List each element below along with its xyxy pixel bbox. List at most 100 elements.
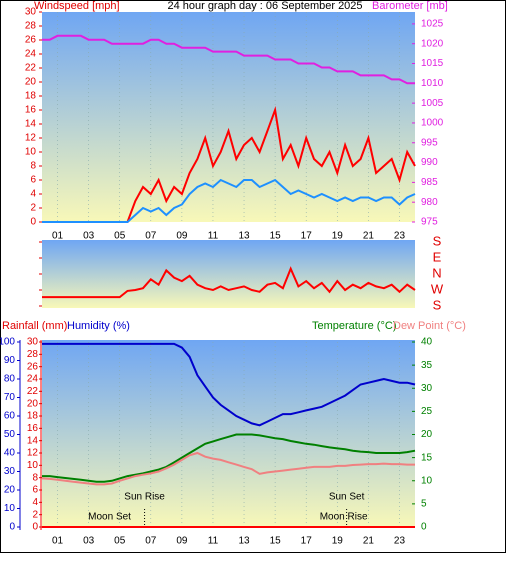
y-tick-label: 90 bbox=[4, 355, 16, 366]
x-tick-label: 15 bbox=[270, 231, 282, 242]
y-tick-label: 26 bbox=[27, 361, 39, 372]
y-tick-label: 20 bbox=[27, 398, 39, 409]
y-tick-label: 60 bbox=[4, 411, 16, 422]
y-tick-label: 1000 bbox=[421, 118, 444, 129]
y-tick-label: 0 bbox=[30, 217, 36, 228]
y-tick-label: N bbox=[432, 265, 441, 280]
y-tick-label: 70 bbox=[4, 392, 16, 403]
x-tick-label: 07 bbox=[145, 231, 157, 242]
y-tick-label: 30 bbox=[4, 466, 16, 477]
y-tick-label: 2 bbox=[30, 203, 36, 214]
y-tick-label: 975 bbox=[421, 217, 438, 228]
y-tick-label: 40 bbox=[4, 448, 16, 459]
y-tick-label: 50 bbox=[4, 429, 16, 440]
x-tick-label: 09 bbox=[176, 536, 188, 547]
y-tick-label: 24 bbox=[25, 49, 37, 60]
y-tick-label: 30 bbox=[25, 7, 37, 18]
annotation: Moon Rise bbox=[320, 512, 368, 523]
plot-area bbox=[42, 340, 415, 527]
x-tick-label: 13 bbox=[238, 536, 250, 547]
y-tick-label: 0 bbox=[421, 522, 427, 533]
x-tick-label: 01 bbox=[52, 536, 64, 547]
annotation: Sun Rise bbox=[124, 492, 165, 503]
y-tick-label: 22 bbox=[25, 63, 37, 74]
y-tick-label: 980 bbox=[421, 197, 438, 208]
y-tick-label: 22 bbox=[27, 386, 39, 397]
y-tick-label: 5 bbox=[421, 499, 427, 510]
y-tick-label: 1005 bbox=[421, 98, 444, 109]
y-tick-label: 28 bbox=[25, 21, 37, 32]
y-tick-label: 30 bbox=[27, 337, 39, 348]
y-tick-label: W bbox=[431, 281, 444, 296]
x-tick-label: 23 bbox=[394, 231, 406, 242]
y-tick-label: 100 bbox=[0, 337, 15, 348]
y-tick-label: 6 bbox=[32, 485, 38, 496]
y-tick-label: 8 bbox=[32, 472, 38, 483]
series-line bbox=[42, 342, 416, 427]
y-tick-label: 25 bbox=[421, 406, 433, 417]
x-tick-label: 19 bbox=[332, 231, 344, 242]
y-axis-title: Windspeed [mph] bbox=[34, 0, 120, 12]
annotation: Moon Set bbox=[88, 512, 131, 523]
x-tick-label: 07 bbox=[145, 536, 157, 547]
x-tick-label: 13 bbox=[238, 231, 250, 242]
x-tick-label: 23 bbox=[394, 536, 406, 547]
y-tick-label: 0 bbox=[9, 522, 15, 533]
y-tick-label: 4 bbox=[30, 189, 36, 200]
x-tick-label: 03 bbox=[83, 536, 95, 547]
y-tick-label: 20 bbox=[421, 429, 433, 440]
x-tick-label: 09 bbox=[176, 231, 188, 242]
series-line bbox=[42, 433, 416, 483]
y-tick-label: 24 bbox=[27, 374, 39, 385]
y-tick-label: S bbox=[433, 233, 442, 248]
y-tick-label: 30 bbox=[421, 383, 433, 394]
x-tick-label: 11 bbox=[208, 536, 219, 547]
legend-entry: Dew Point (°C) bbox=[393, 320, 466, 332]
legend-entry: Rainfall (mm) bbox=[2, 320, 67, 332]
y-tick-label: 12 bbox=[25, 133, 37, 144]
y-tick-label: 20 bbox=[25, 77, 37, 88]
y-tick-label: 4 bbox=[32, 497, 38, 508]
y-tick-label: 12 bbox=[27, 448, 39, 459]
y-tick-label: 16 bbox=[25, 105, 37, 116]
y-tick-label: 35 bbox=[421, 360, 433, 371]
y-tick-label: 18 bbox=[25, 91, 37, 102]
annotation: Sun Set bbox=[329, 492, 365, 503]
x-tick-label: 19 bbox=[332, 536, 344, 547]
y-tick-label: 14 bbox=[27, 435, 39, 446]
y-tick-label: 1020 bbox=[421, 38, 444, 49]
x-tick-label: 03 bbox=[83, 231, 95, 242]
legend-entry: Temperature (°C) bbox=[312, 320, 396, 332]
x-tick-label: 17 bbox=[301, 536, 313, 547]
y-tick-label: 8 bbox=[30, 161, 36, 172]
plot-area bbox=[42, 12, 415, 222]
y-tick-label: 10 bbox=[25, 147, 37, 158]
x-tick-label: 05 bbox=[114, 536, 126, 547]
y-tick-label: 1015 bbox=[421, 58, 444, 69]
y-tick-label: S bbox=[433, 297, 442, 312]
y-tick-label: 2 bbox=[32, 509, 38, 520]
y-tick-label: 995 bbox=[421, 137, 438, 148]
y-tick-label: 990 bbox=[421, 157, 438, 168]
series-line bbox=[42, 34, 415, 85]
x-tick-label: 21 bbox=[363, 231, 375, 242]
series-line bbox=[42, 178, 416, 223]
series-line bbox=[42, 266, 416, 299]
chart-title: 24 hour graph day : 06 September 2025 bbox=[167, 0, 362, 12]
x-tick-label: 17 bbox=[301, 231, 313, 242]
y-tick-label: 26 bbox=[25, 35, 37, 46]
y-tick-label: 20 bbox=[4, 485, 16, 496]
y-tick-label: 985 bbox=[421, 177, 438, 188]
y-tick-label: 80 bbox=[4, 374, 16, 385]
y-tick-label: 10 bbox=[27, 460, 39, 471]
y-tick-label: 14 bbox=[25, 119, 37, 130]
series-line bbox=[41, 451, 415, 486]
y-tick-label: 10 bbox=[4, 503, 16, 514]
y-tick-label: 40 bbox=[421, 337, 433, 348]
x-tick-label: 21 bbox=[363, 536, 375, 547]
legend-entry: Humidity (%) bbox=[67, 320, 130, 332]
y-tick-label: 10 bbox=[421, 475, 433, 486]
y-tick-label: 0 bbox=[32, 522, 38, 533]
y-tick-label: 18 bbox=[27, 411, 39, 422]
